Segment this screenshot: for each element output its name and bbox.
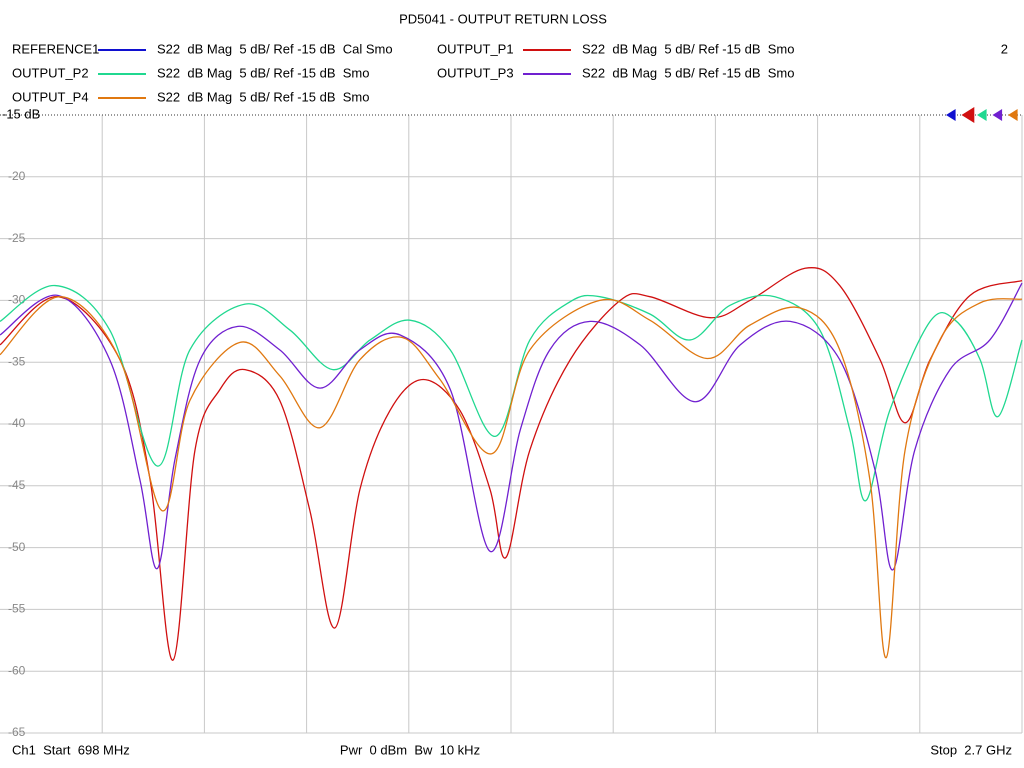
reference-marker: [1008, 109, 1018, 121]
trace: [0, 296, 1023, 659]
window-number: 2: [1001, 41, 1008, 56]
trace: [0, 267, 1023, 661]
legend-name: OUTPUT_P1: [437, 41, 514, 56]
y-tick-label: -20: [8, 169, 26, 183]
y-tick-label: -45: [8, 478, 26, 492]
reference-marker: [961, 107, 975, 123]
legend-description: S22 dB Mag 5 dB/ Ref -15 dB Smo: [157, 89, 369, 104]
legend-name: REFERENCE1: [12, 41, 99, 56]
y-tick-label: -50: [8, 540, 26, 554]
footer-power: Pwr 0 dBm Bw 10 kHz: [340, 742, 480, 757]
chart-title: PD5041 - OUTPUT RETURN LOSS: [399, 11, 607, 26]
legend-name: OUTPUT_P3: [437, 65, 514, 80]
legend-name: OUTPUT_P2: [12, 65, 89, 80]
legend-description: S22 dB Mag 5 dB/ Ref -15 dB Smo: [157, 65, 369, 80]
footer-start: Ch1 Start 698 MHz: [12, 742, 130, 757]
footer-stop: Stop 2.7 GHz: [930, 742, 1012, 757]
y-tick-label: -25: [8, 231, 26, 245]
trace: [0, 282, 1023, 571]
y-tick-label: -55: [8, 602, 26, 616]
legend-description: S22 dB Mag 5 dB/ Ref -15 dB Smo: [582, 41, 794, 56]
reference-marker: [992, 109, 1003, 121]
legend-description: S22 dB Mag 5 dB/ Ref -15 dB Smo: [582, 65, 794, 80]
legend-description: S22 dB Mag 5 dB/ Ref -15 dB Cal Smo: [157, 41, 393, 56]
y-tick-label: -15 dB: [2, 106, 40, 121]
y-tick-label: -30: [8, 293, 26, 307]
y-tick-label: -60: [8, 663, 26, 677]
y-tick-label: -40: [8, 416, 26, 430]
y-tick-label: -65: [8, 725, 26, 739]
trace: [0, 284, 1023, 502]
y-tick-label: -35: [8, 354, 26, 368]
reference-marker: [977, 109, 987, 121]
legend-name: OUTPUT_P4: [12, 89, 89, 104]
reference-marker: [946, 109, 956, 121]
